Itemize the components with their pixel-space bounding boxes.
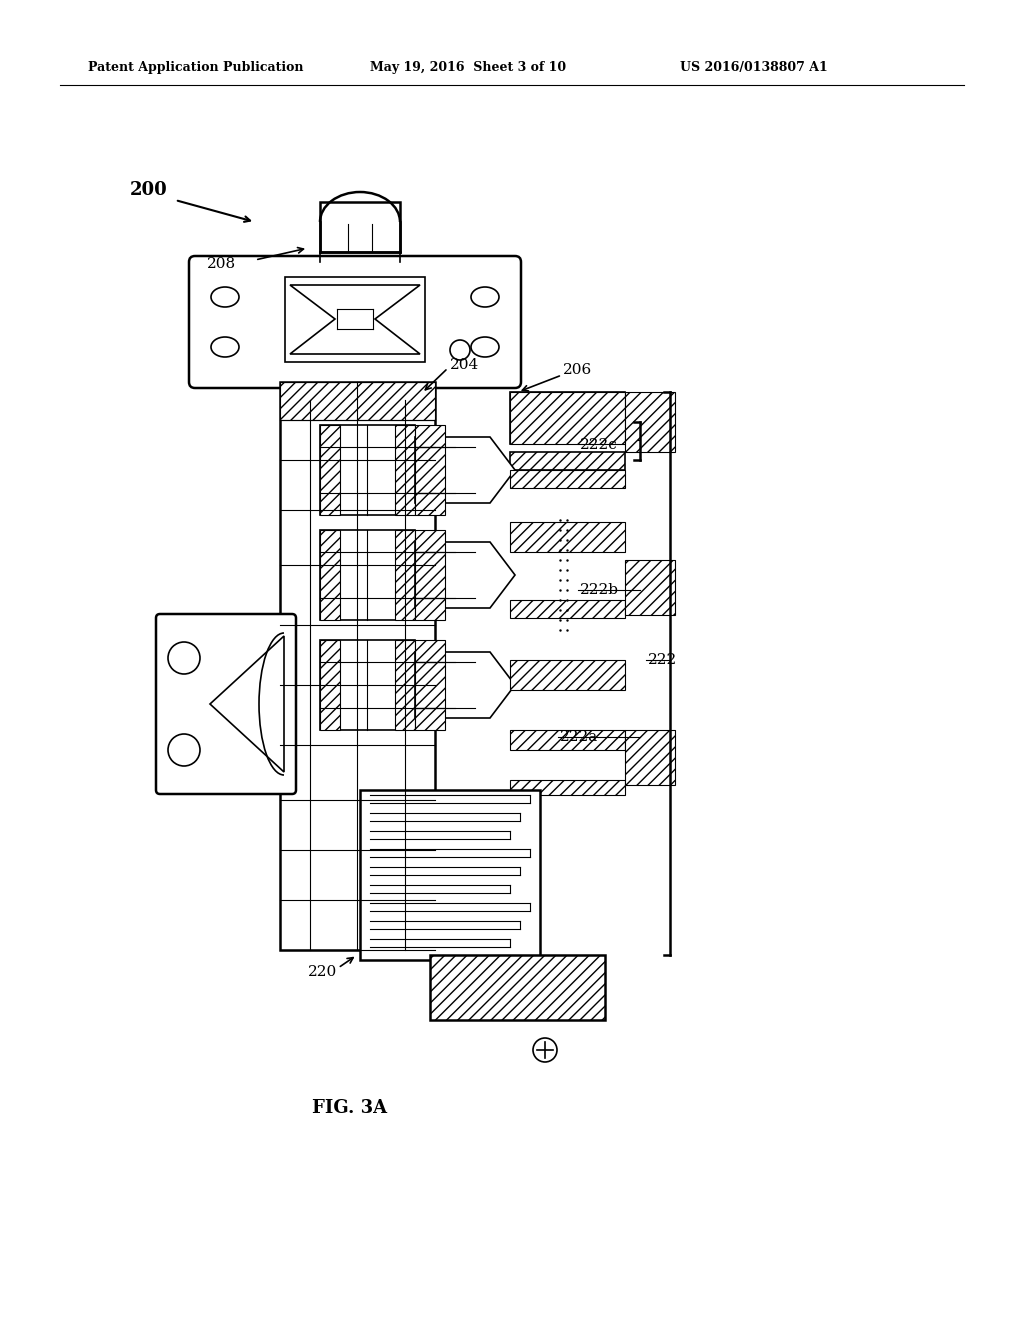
Bar xyxy=(510,392,625,444)
Circle shape xyxy=(168,734,200,766)
Text: 222b: 222b xyxy=(580,583,618,597)
Bar xyxy=(510,660,625,690)
Bar xyxy=(510,730,625,750)
Circle shape xyxy=(450,341,470,360)
Text: May 19, 2016  Sheet 3 of 10: May 19, 2016 Sheet 3 of 10 xyxy=(370,62,566,74)
Bar xyxy=(395,640,415,730)
Bar xyxy=(625,392,675,451)
Bar xyxy=(395,531,415,620)
Text: Patent Application Publication: Patent Application Publication xyxy=(88,62,303,74)
Bar xyxy=(510,470,625,488)
FancyBboxPatch shape xyxy=(189,256,521,388)
Text: 200: 200 xyxy=(130,181,168,199)
Polygon shape xyxy=(290,285,420,354)
Bar xyxy=(415,425,445,515)
Text: 220: 220 xyxy=(308,965,337,979)
Polygon shape xyxy=(415,652,515,718)
Polygon shape xyxy=(415,543,515,609)
Circle shape xyxy=(534,1038,557,1063)
Ellipse shape xyxy=(471,337,499,356)
Bar xyxy=(510,451,625,470)
Ellipse shape xyxy=(211,286,239,308)
Bar xyxy=(625,560,675,615)
Ellipse shape xyxy=(471,286,499,308)
Text: 222c: 222c xyxy=(580,438,617,451)
Bar xyxy=(415,640,445,730)
Text: 208: 208 xyxy=(207,257,237,271)
Bar xyxy=(280,381,435,420)
Text: 222: 222 xyxy=(648,653,677,667)
Bar xyxy=(319,531,340,620)
Bar xyxy=(415,531,445,620)
Bar xyxy=(360,789,540,960)
FancyBboxPatch shape xyxy=(156,614,296,795)
Bar xyxy=(319,531,415,620)
Ellipse shape xyxy=(211,337,239,356)
Bar xyxy=(510,392,625,444)
Bar xyxy=(319,425,415,515)
Bar xyxy=(319,640,415,730)
Text: 204: 204 xyxy=(450,358,479,372)
Bar xyxy=(319,425,340,515)
Text: US 2016/0138807 A1: US 2016/0138807 A1 xyxy=(680,62,827,74)
Bar xyxy=(319,640,340,730)
Text: 222a: 222a xyxy=(560,730,598,744)
Bar xyxy=(430,954,605,1020)
Bar xyxy=(319,202,400,252)
Text: FIG. 3A: FIG. 3A xyxy=(312,1100,387,1117)
Polygon shape xyxy=(415,437,515,503)
Circle shape xyxy=(168,642,200,675)
Bar xyxy=(510,780,625,795)
Bar xyxy=(280,381,435,950)
Text: 206: 206 xyxy=(563,363,592,378)
Bar xyxy=(285,277,425,362)
Bar xyxy=(395,425,415,515)
Polygon shape xyxy=(210,636,284,772)
Bar xyxy=(510,601,625,618)
Bar xyxy=(625,730,675,785)
Bar xyxy=(510,521,625,552)
